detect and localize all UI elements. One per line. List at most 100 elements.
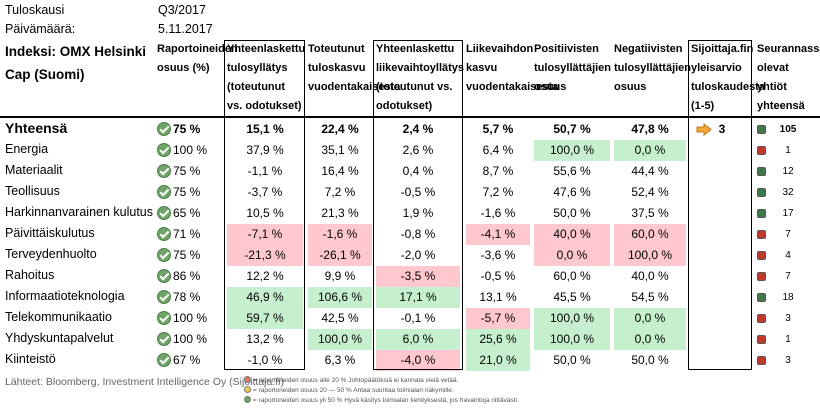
- row-name: Kiinteistö: [5, 352, 56, 366]
- reported-cell: 75 %: [173, 185, 201, 199]
- status-square-icon: [757, 314, 766, 323]
- status-square-icon: [757, 167, 766, 176]
- company-count: 1: [785, 334, 791, 345]
- check-icon: [157, 290, 171, 304]
- row-name: Telekommunikaatio: [5, 310, 112, 324]
- row-name: Päivittäiskulutus: [5, 226, 95, 240]
- earnings-growth-cell: 6,3 %: [324, 353, 356, 367]
- status-square-icon: [757, 251, 766, 260]
- company-count: 17: [782, 208, 794, 219]
- reported-cell: 75 %: [173, 164, 201, 178]
- revenue-surprise-cell: -3,5 %: [376, 266, 460, 287]
- negative-cell: 50,0 %: [631, 353, 669, 367]
- company-count: 1: [785, 145, 791, 156]
- revenue-growth-cell: -5,7 %: [466, 308, 530, 329]
- negative-cell: 0,0 %: [614, 329, 686, 350]
- legend-item: = raportoneiden osuus alle 20 % Johtopää…: [244, 376, 458, 384]
- header-revenue-growth: Liikevaihdon kasvu vuodentakaisesta: [466, 43, 559, 93]
- total-surprise-cell: 46,9 %: [227, 287, 303, 308]
- earnings-growth-cell: 16,4 %: [321, 164, 359, 178]
- table-row: Materiaalit 75 % -1,1 % 16,4 % 0,4 % 8,7 % 55,…: [0, 161, 820, 182]
- earnings-growth-cell: 22,4 %: [321, 122, 359, 136]
- status-square-icon: [757, 209, 766, 218]
- revenue-surprise-cell: 17,1 %: [376, 287, 460, 308]
- reported-cell: 75 %: [173, 122, 201, 136]
- legend-dot-icon: [244, 376, 251, 383]
- revenue-surprise-cell: -4,0 %: [376, 350, 460, 371]
- company-count: 7: [785, 271, 791, 282]
- positive-cell: 45,5 %: [553, 290, 591, 304]
- total-surprise-cell: 15,1 %: [246, 122, 284, 136]
- positive-cell: 0,0 %: [534, 245, 610, 266]
- header-revenue-surprise: Yhteenlaskettu liikevaihtoyllätys (toteu…: [376, 43, 465, 112]
- row-name: Harkinnanvarainen kulutus: [5, 205, 154, 219]
- positive-cell: 60,0 %: [553, 269, 591, 283]
- status-square-icon: [757, 293, 766, 302]
- earnings-growth-cell: 100,0 %: [308, 329, 372, 350]
- reported-cell: 75 %: [173, 248, 201, 262]
- negative-cell: 0,0 %: [614, 140, 686, 161]
- company-count: 3: [785, 313, 791, 324]
- revenue-surprise-cell: -0,1 %: [400, 311, 436, 325]
- total-surprise-cell: -1,0 %: [247, 353, 283, 367]
- row-name: Teollisuus: [5, 184, 60, 198]
- table-row: Rahoitus 86 % 12,2 % 9,9 % -3,5 % -0,5 % 60,0 …: [0, 266, 820, 287]
- status-square-icon: [757, 188, 766, 197]
- revenue-surprise-cell: 2,6 %: [402, 143, 434, 157]
- negative-cell: 40,0 %: [631, 269, 669, 283]
- table-row: Harkinnanvarainen kulutus 65 % 10,5 % 21,3 …: [0, 203, 820, 224]
- revenue-growth-cell: 25,6 %: [466, 329, 530, 350]
- revenue-surprise-cell: 6,0 %: [376, 329, 460, 350]
- header-reported: Raportoineiden osuus (%): [157, 43, 238, 74]
- earnings-growth-cell: 42,5 %: [321, 311, 359, 325]
- row-name: Yhteensä: [5, 120, 68, 136]
- total-surprise-cell: -1,1 %: [247, 164, 283, 178]
- table-row: Yhdyskuntapalvelut 100 % 13,2 % 100,0 % 6,0 …: [0, 329, 820, 350]
- company-count: 105: [779, 124, 797, 135]
- table-row: Kiinteistö 67 % -1,0 % 6,3 % -4,0 % 21,0 % 50,…: [0, 350, 820, 371]
- earnings-growth-cell: 9,9 %: [324, 269, 356, 283]
- status-square-icon: [757, 125, 766, 134]
- arrow-right-icon: [696, 122, 712, 141]
- legend-dot-icon: [244, 396, 251, 403]
- table-row: Teollisuus 75 % -3,7 % 7,2 % -0,5 % 7,2 % 47,6…: [0, 182, 820, 203]
- row-name: Yhdyskuntapalvelut: [5, 331, 114, 345]
- revenue-surprise-cell: 0,4 %: [402, 164, 434, 178]
- positive-cell: 55,6 %: [553, 164, 591, 178]
- header-total-surprise: Yhteenlaskettu tulosyllätys (toteutunut …: [227, 43, 306, 112]
- date-label: Päivämäärä:: [5, 22, 76, 36]
- table-row: Telekommunikaatio 100 % 59,7 % 42,5 % -0,1 %…: [0, 308, 820, 329]
- revenue-growth-cell: 8,7 %: [482, 164, 514, 178]
- total-surprise-cell: 13,2 %: [246, 332, 284, 346]
- reported-cell: 65 %: [173, 206, 201, 220]
- total-surprise-cell: 10,5 %: [246, 206, 284, 220]
- revenue-growth-cell: 13,1 %: [479, 290, 517, 304]
- revenue-surprise-cell: -0,8 %: [400, 227, 436, 241]
- legend-text: = raportoneiden osuus 20 — 50 % Antaa su…: [253, 387, 454, 394]
- check-icon: [157, 248, 171, 262]
- status-square-icon: [757, 146, 766, 155]
- reported-cell: 78 %: [173, 290, 201, 304]
- row-name: Rahoitus: [5, 268, 55, 282]
- row-name: Informaatioteknologia: [5, 289, 125, 303]
- negative-cell: 100,0 %: [614, 245, 686, 266]
- legend-item: = raportoneiden osuus 20 — 50 % Antaa su…: [244, 386, 454, 394]
- revenue-surprise-cell: 1,9 %: [402, 206, 434, 220]
- positive-cell: 40,0 %: [534, 224, 610, 245]
- legend-text: = raportoneiden osuus yli 50 % Hyvä käsi…: [253, 397, 519, 404]
- revenue-growth-cell: 7,2 %: [482, 185, 514, 199]
- positive-cell: 100,0 %: [534, 140, 610, 161]
- revenue-growth-cell: -0,5 %: [480, 269, 516, 283]
- negative-cell: 44,4 %: [631, 164, 669, 178]
- total-surprise-cell: -21,3 %: [227, 245, 303, 266]
- table-row: Päivittäiskulutus 71 % -7,1 % -1,6 % -0,8 % -…: [0, 224, 820, 245]
- positive-cell: 50,0 %: [553, 206, 591, 220]
- period-label: Tuloskausi: [5, 3, 65, 17]
- header-index: Indeksi: OMX Helsinki Cap (Suomi): [5, 44, 147, 82]
- period-value: Q3/2017: [158, 3, 206, 17]
- total-surprise-cell: -3,7 %: [247, 185, 283, 199]
- legend-item: = raportoneiden osuus yli 50 % Hyvä käsi…: [244, 396, 519, 404]
- positive-cell: 50,0 %: [553, 353, 591, 367]
- status-square-icon: [757, 272, 766, 281]
- source-note: Lähteet: Bloomberg, Investment Intellige…: [5, 376, 284, 388]
